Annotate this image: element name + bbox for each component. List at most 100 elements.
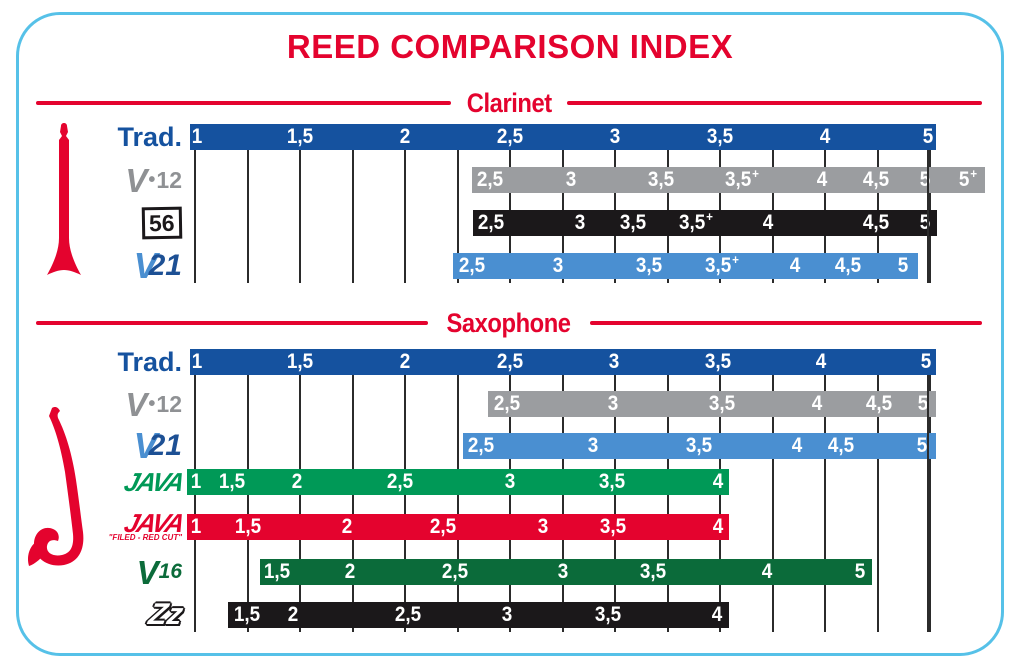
- strength-label: 4: [819, 125, 831, 148]
- strength-bar-traditional: [190, 349, 936, 375]
- strength-label: 4: [762, 211, 774, 234]
- strength-label: 3,5: [599, 515, 627, 538]
- strength-label: 5: [916, 434, 928, 457]
- v12-logo-part: V: [125, 385, 148, 423]
- strength-label: 4: [789, 254, 801, 277]
- strength-label: 2,5: [493, 392, 521, 415]
- strength-bar-56: [473, 210, 937, 236]
- strength-label: 5: [920, 350, 932, 373]
- gridline-overlay: [927, 150, 929, 283]
- strength-label: 3: [609, 125, 621, 148]
- strength-label: 2: [287, 603, 299, 626]
- row-logo-traditional: Trad.: [30, 120, 182, 154]
- gridline: [562, 375, 564, 632]
- plus-superscript: +: [970, 166, 978, 181]
- strength-label: 1,5: [234, 515, 262, 538]
- row-logo-java: JAVA: [30, 465, 186, 499]
- gridline: [194, 150, 196, 283]
- strength-label: 5: [919, 168, 931, 191]
- strength-label: 2: [344, 560, 356, 583]
- row-logo-v16: V 16: [30, 555, 182, 589]
- strength-label: 4,5: [865, 392, 893, 415]
- gridline: [299, 375, 301, 632]
- strength-label: 2: [399, 125, 411, 148]
- saxophone-illustration: [27, 407, 84, 566]
- strength-label: 1,5: [233, 603, 261, 626]
- row-logo-zz: Zz: [30, 598, 185, 632]
- strength-label: 2: [341, 515, 353, 538]
- gridline: [194, 375, 196, 632]
- v21-logo-v: V: [133, 425, 158, 466]
- v12-logo-part: V: [125, 161, 148, 199]
- gridline: [614, 375, 616, 632]
- row-logo-v21: V 21: [30, 245, 182, 286]
- strength-label: 3: [537, 515, 549, 538]
- strength-label: 3,5: [704, 350, 732, 373]
- strength-label: 3,5: [708, 392, 736, 415]
- v12-logo-part: •: [148, 392, 156, 415]
- trad-label: Trad.: [117, 121, 182, 152]
- java-logo-text: JAVA: [120, 507, 186, 538]
- strength-label: 3,5: [598, 470, 626, 493]
- strength-label: 5: [922, 125, 934, 148]
- row-logo-v12: V • 12: [30, 387, 182, 421]
- section-title: Saxophone: [446, 307, 572, 338]
- strength-label: 2: [399, 350, 411, 373]
- strength-label: 3,5: [594, 603, 622, 626]
- v16-logo-v: V: [136, 553, 159, 591]
- java-logo-caption: "FILED - RED CUT": [108, 532, 182, 542]
- strength-label: 4,5: [834, 254, 862, 277]
- plus-superscript: +: [706, 209, 714, 224]
- v12-logo-part: 12: [156, 166, 182, 193]
- strength-label: 3: [504, 470, 516, 493]
- row-logo-56: 56: [30, 206, 183, 240]
- strength-label: 2,5: [429, 515, 457, 538]
- zz-logo: Zz: [145, 598, 185, 631]
- strength-bar-java: [187, 469, 729, 495]
- gridline: [929, 375, 931, 632]
- v12-logo-part: •: [148, 168, 156, 191]
- row-logo-traditional: Trad.: [30, 345, 182, 379]
- strength-label: 1: [190, 515, 202, 538]
- strength-label: 3,5+: [724, 166, 760, 191]
- strength-label: 2,5: [477, 211, 505, 234]
- gridline: [719, 375, 721, 632]
- v21-logo-v: V: [133, 245, 158, 286]
- strength-label: 3: [608, 350, 620, 373]
- gridline: [247, 150, 249, 283]
- strength-bar-v21: [453, 253, 918, 279]
- strength-label: 4: [816, 168, 828, 191]
- gridline: [457, 150, 459, 283]
- strength-bar-v16: [260, 559, 872, 585]
- strength-label: 1,5: [218, 470, 246, 493]
- strength-label: 1,5: [263, 560, 291, 583]
- strength-label: 3,5: [647, 168, 675, 191]
- plus-superscript: +: [752, 166, 760, 181]
- clarinet-illustration: [47, 123, 81, 275]
- strength-label: 3: [557, 560, 569, 583]
- gridline: [247, 375, 249, 632]
- java-logo: JAVA "FILED - RED CUT": [108, 507, 186, 542]
- strength-label: 2,5: [386, 470, 414, 493]
- strength-label: 4,5: [862, 168, 890, 191]
- java-logo: JAVA: [121, 467, 186, 497]
- strength-label: 3,5: [685, 434, 713, 457]
- section-header-clarinet: Clarinet: [36, 88, 982, 118]
- strength-label: 4,5: [862, 211, 890, 234]
- strength-label: 2,5: [394, 603, 422, 626]
- strength-label: 5+: [958, 166, 978, 191]
- header-rule-left: [36, 321, 429, 325]
- strength-label: 2,5: [476, 168, 504, 191]
- section-header-saxophone: Saxophone: [36, 308, 982, 338]
- v12-logo-part: 12: [156, 390, 182, 417]
- strength-label: 3,5: [706, 125, 734, 148]
- strength-bar-traditional: [190, 124, 936, 150]
- gridline: [457, 375, 459, 632]
- strength-bar-java-filed-red-cut: [187, 514, 729, 540]
- gridline: [404, 150, 406, 283]
- strength-label: 2,5: [458, 254, 486, 277]
- strength-label: 1: [191, 125, 203, 148]
- strength-label: 1: [190, 470, 202, 493]
- strength-label: 4: [815, 350, 827, 373]
- strength-label: 3,5+: [678, 209, 714, 234]
